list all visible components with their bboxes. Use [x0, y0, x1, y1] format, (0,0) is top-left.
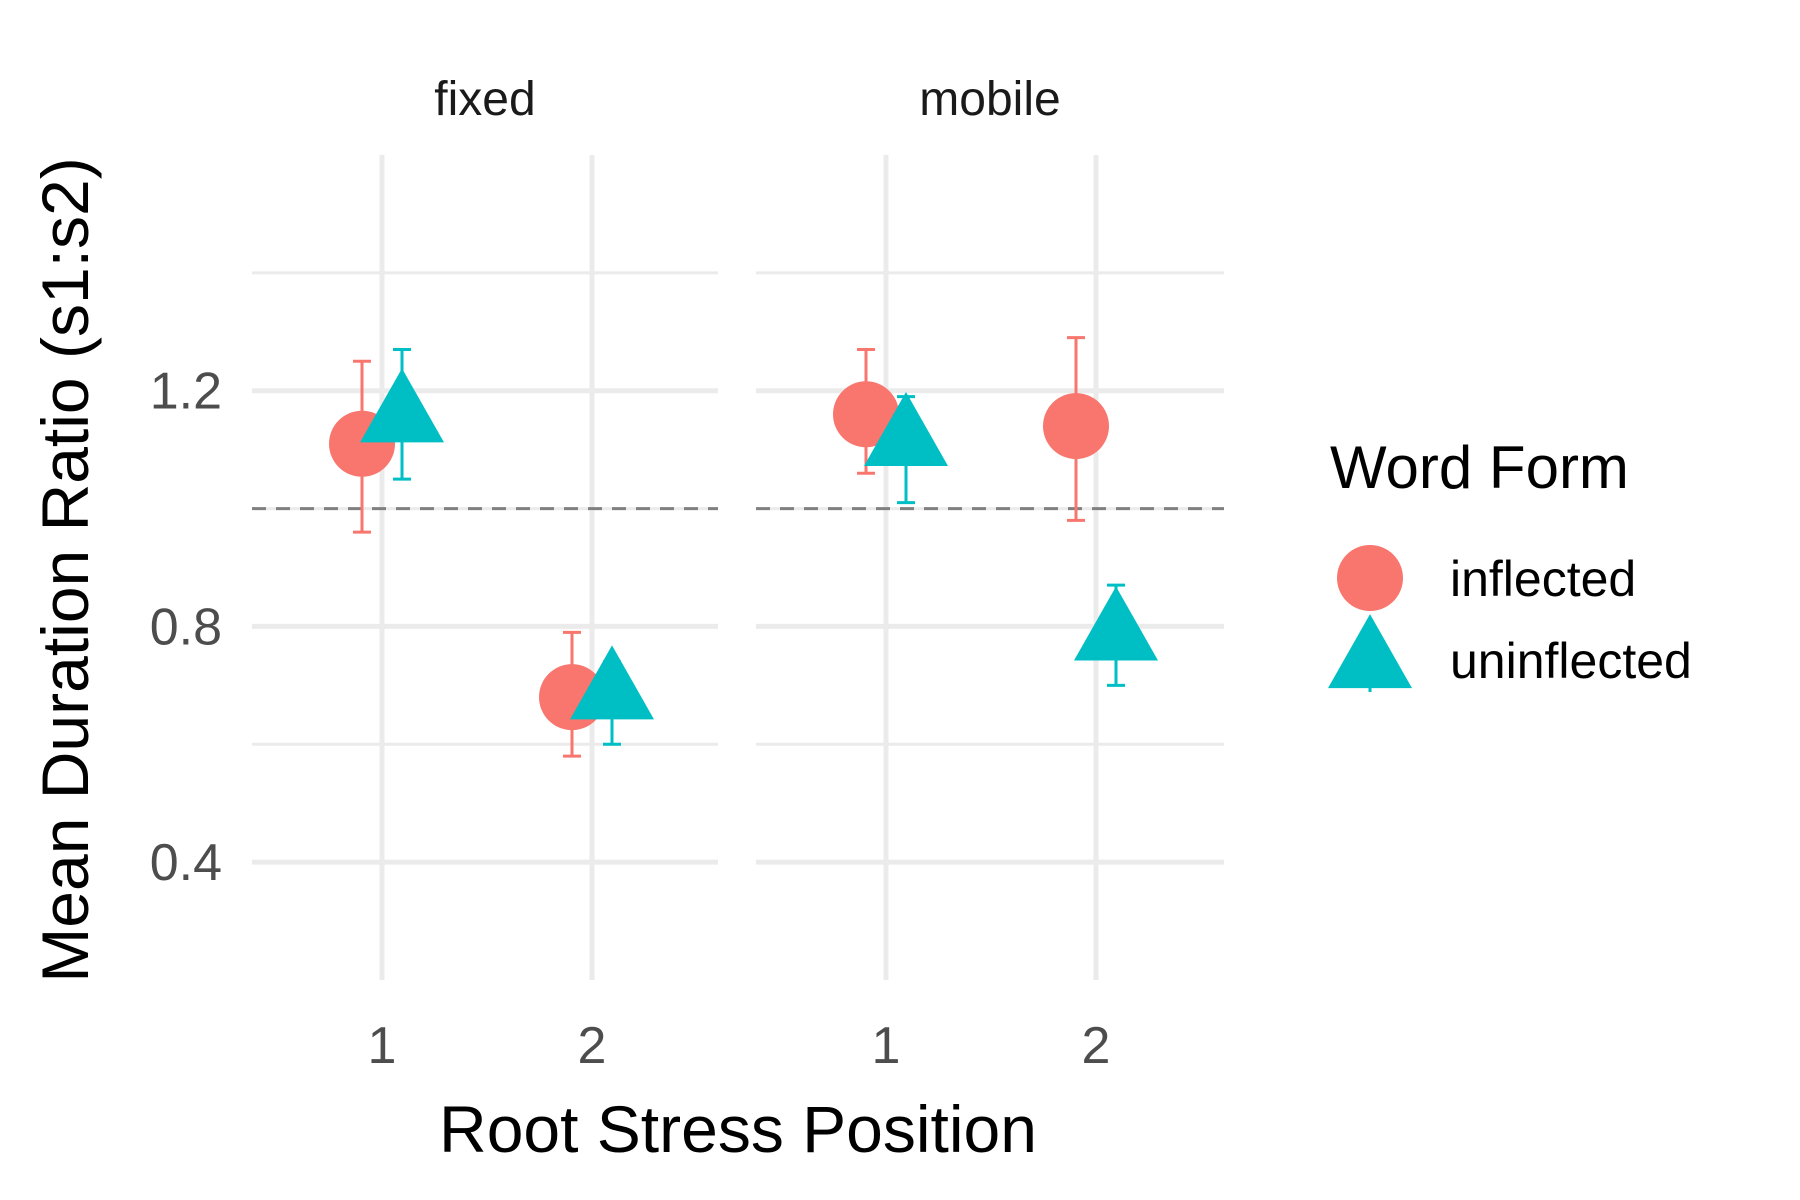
data-point-uninflected	[360, 368, 444, 443]
grid-lines	[756, 155, 1224, 980]
x-tick-label: 2	[1082, 1017, 1111, 1075]
data-marks	[833, 336, 1158, 687]
y-tick-labels: 0.4 0.8 1.2	[150, 363, 222, 892]
legend-key-inflected	[1337, 545, 1403, 611]
legend-label-uninflected: uninflected	[1450, 633, 1692, 689]
strip-label-fixed: fixed	[434, 73, 535, 126]
x-tick-label: 2	[578, 1017, 607, 1075]
x-tick-label: 1	[872, 1017, 901, 1075]
data-point-uninflected	[570, 645, 654, 720]
data-point-inflected	[1043, 393, 1109, 460]
strip-label-mobile: mobile	[919, 73, 1060, 126]
y-axis-title: Mean Duration Ratio (s1:s2)	[28, 157, 102, 982]
legend-entries: inflected uninflected	[1328, 545, 1692, 692]
x-tick-label: 1	[368, 1017, 397, 1075]
data-point-uninflected	[864, 391, 948, 466]
grid-lines	[252, 155, 718, 980]
y-tick-label: 0.4	[150, 834, 222, 892]
data-point-uninflected	[1074, 586, 1158, 661]
legend: Word Form inflected uninflected	[1328, 434, 1692, 692]
y-tick-label: 0.8	[150, 598, 222, 656]
legend-label-inflected: inflected	[1450, 551, 1636, 607]
data-point-inflected	[833, 381, 899, 448]
x-axis-title: Root Stress Position	[439, 1092, 1037, 1166]
y-tick-label: 1.2	[150, 363, 222, 421]
legend-title: Word Form	[1330, 434, 1629, 501]
data-marks	[329, 347, 654, 758]
